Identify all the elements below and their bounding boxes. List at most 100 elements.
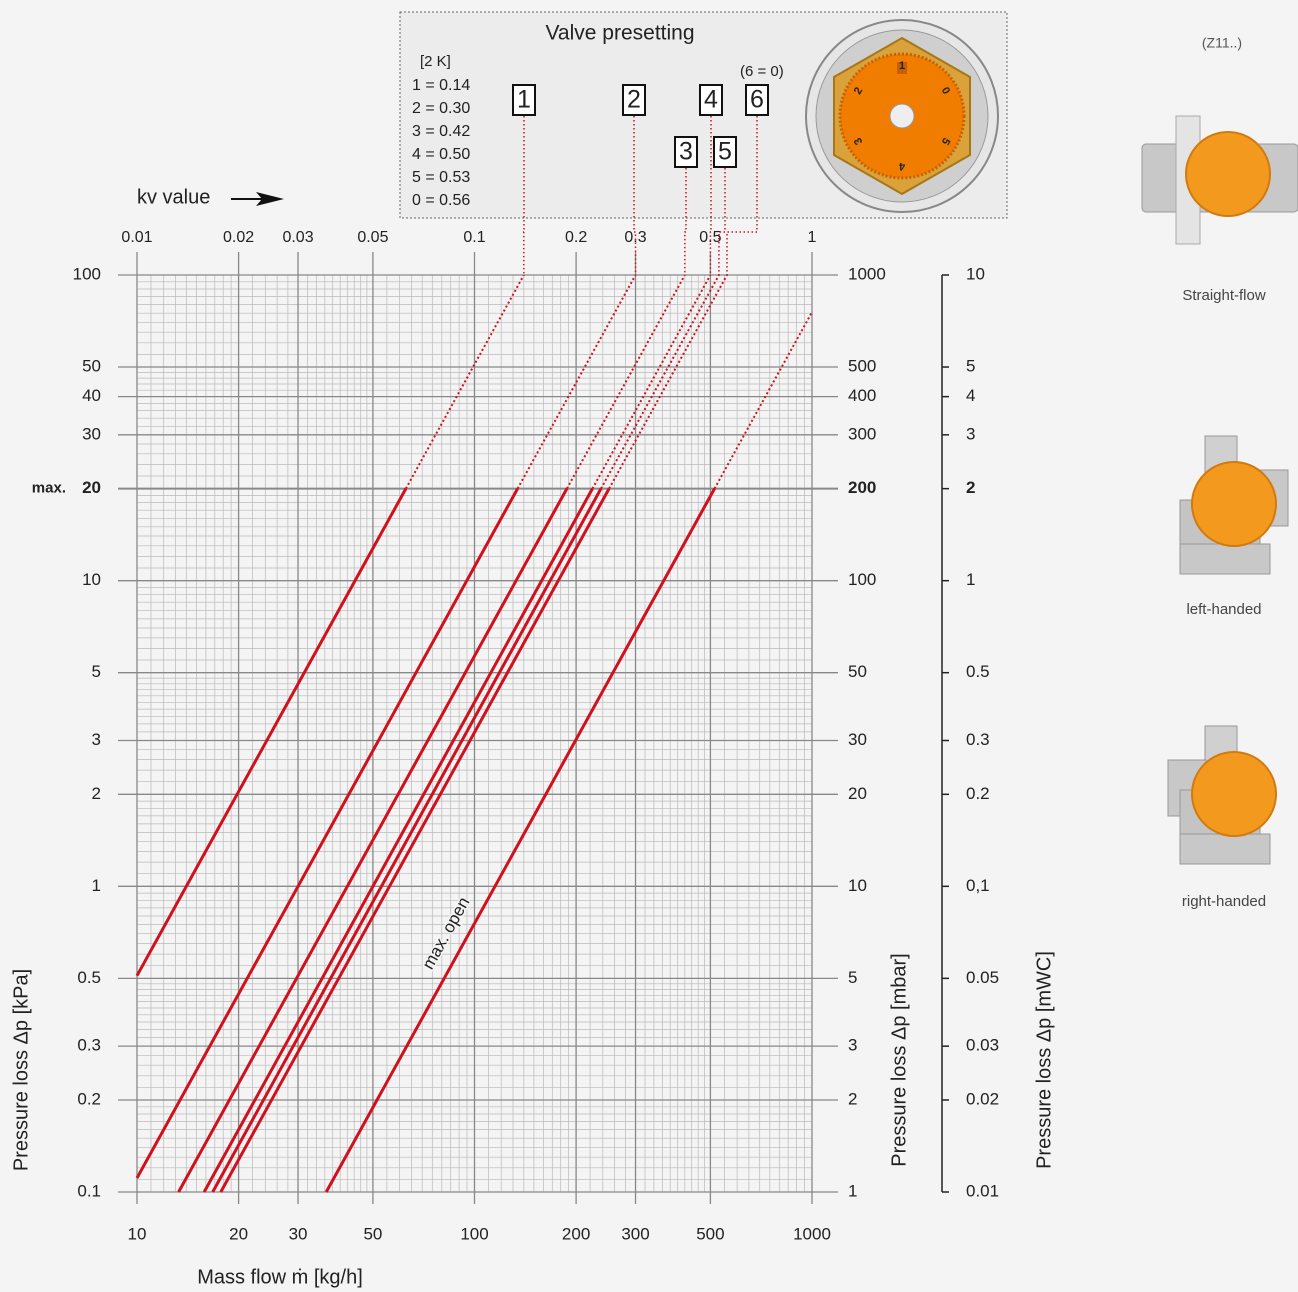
curve <box>202 487 594 1193</box>
y2-tick-label: 50 <box>848 662 867 681</box>
y3-tick-label: 1 <box>966 570 975 589</box>
curve <box>135 487 408 977</box>
valve-thread <box>1179 833 1271 865</box>
y2-tick-label: 100 <box>848 570 876 589</box>
y2-tick-label: 200 <box>848 478 876 497</box>
y2-tick-label: 2 <box>848 1089 857 1108</box>
dial: 1 0 5 4 3 2 <box>805 19 999 213</box>
preset-box-label: 5 <box>718 138 732 166</box>
x-tick-label: 500 <box>696 1224 724 1243</box>
y-tick-label: 0.3 <box>77 1036 101 1055</box>
y2-axis-label: Pressure loss Δp [mbar] <box>888 953 910 1166</box>
y-tick-label: 40 <box>82 386 101 405</box>
y2-tick-label: 10 <box>848 876 867 895</box>
dial-number: 4 <box>898 160 905 172</box>
dial-pointer <box>897 62 907 74</box>
curve-extension <box>608 274 728 490</box>
x2-tick-label: 0.3 <box>624 229 646 246</box>
y-tick-label: 0.1 <box>77 1181 101 1200</box>
y3-axis-label: Pressure loss Δp [mWC] <box>1033 951 1055 1169</box>
curve <box>177 487 569 1193</box>
y3-tick-label: 0.03 <box>966 1036 999 1055</box>
valve-knob <box>1191 751 1277 837</box>
x2-axis-label: kv value <box>137 186 210 208</box>
y-tick-label: 1 <box>92 876 101 895</box>
valve-thread <box>1179 543 1271 575</box>
x2-tick-label: 0.01 <box>121 229 152 246</box>
panel-title: Valve presetting <box>545 22 694 45</box>
y-tick-label: 2 <box>92 784 101 803</box>
curve-extension <box>404 274 525 490</box>
preset-box <box>745 84 769 116</box>
valve-image <box>1167 725 1277 865</box>
dial-number: 5 <box>939 135 952 146</box>
curve <box>211 487 603 1193</box>
preset-legend-item: 3 = 0.42 <box>412 123 470 140</box>
preset-box <box>674 136 698 168</box>
x2-tick-label: 0.05 <box>357 229 388 246</box>
valve-knob <box>1191 461 1277 547</box>
y2-tick-label: 3 <box>848 1036 857 1055</box>
x2-tick-label: 0.02 <box>223 229 254 246</box>
y3-tick-label: 0.02 <box>966 1089 999 1108</box>
y-tick-label: 20 <box>82 478 101 497</box>
curve-extension <box>566 274 686 490</box>
sidebar-heading: (Z11..) <box>1202 35 1242 51</box>
preset-box <box>699 84 723 116</box>
x-tick-label: 300 <box>621 1224 649 1243</box>
y-tick-label: 3 <box>92 730 101 749</box>
curve-extension <box>713 311 813 490</box>
y3-tick-label: 3 <box>966 424 975 443</box>
curve <box>219 487 611 1193</box>
y3-tick-label: 5 <box>966 356 975 375</box>
x-tick-label: 50 <box>363 1224 382 1243</box>
x-tick-label: 20 <box>229 1224 248 1243</box>
preset-leader <box>718 168 726 275</box>
y2-tick-label: 500 <box>848 356 876 375</box>
curve <box>324 487 716 1193</box>
dial-number: 2 <box>852 85 865 96</box>
preset-legend-item: 5 = 0.53 <box>412 169 470 186</box>
y3-tick-label: 0.3 <box>966 730 990 749</box>
curve-extension <box>591 274 712 490</box>
y-axis-label: Pressure loss Δp [kPa] <box>10 969 32 1171</box>
y3-tick-label: 0.2 <box>966 784 990 803</box>
y3-tick-label: 10 <box>966 264 985 283</box>
dial-center <box>889 103 915 129</box>
preset-box-label: 1 <box>517 86 531 114</box>
curve-extension <box>600 274 720 490</box>
curve-extension <box>516 274 637 490</box>
preset-legend-item: 0 = 0.56 <box>412 192 470 209</box>
x2-tick-label: 0.03 <box>282 229 313 246</box>
panel-subtitle: [2 K] <box>420 53 451 70</box>
preset-legend-item: 4 = 0.50 <box>412 146 470 163</box>
preset-box-label: 2 <box>627 86 641 114</box>
preset-box-label: 6 <box>750 86 764 114</box>
preset-box-label: 4 <box>704 86 718 114</box>
y2-tick-label: 20 <box>848 784 867 803</box>
x2-tick-label: 0.5 <box>699 229 721 246</box>
panel-note: (6 = 0) <box>740 63 784 80</box>
y-tick-label: 5 <box>92 662 101 681</box>
preset-box <box>512 84 536 116</box>
y2-tick-label: 30 <box>848 730 867 749</box>
variant-label: left-handed <box>1186 601 1261 618</box>
y2-tick-label: 5 <box>848 968 857 987</box>
y-tick-label: 0.2 <box>77 1089 101 1108</box>
y2-tick-label: 300 <box>848 424 876 443</box>
dial-number: 3 <box>852 135 865 146</box>
variant-label: right-handed <box>1182 893 1266 910</box>
valve-knob <box>1185 131 1271 217</box>
valve-image <box>1179 435 1289 575</box>
y2-tick-label: 1 <box>848 1181 857 1200</box>
variant-label: Straight-flow <box>1182 287 1266 304</box>
y3-tick-label: 2 <box>966 478 975 497</box>
y2-tick-label: 1000 <box>848 264 886 283</box>
y3-tick-label: 0.01 <box>966 1181 999 1200</box>
y-tick-label: 10 <box>82 570 101 589</box>
x-tick-label: 1000 <box>793 1224 831 1243</box>
preset-leader <box>709 116 712 275</box>
arrow-head <box>256 192 284 206</box>
valve-image <box>1141 115 1298 245</box>
